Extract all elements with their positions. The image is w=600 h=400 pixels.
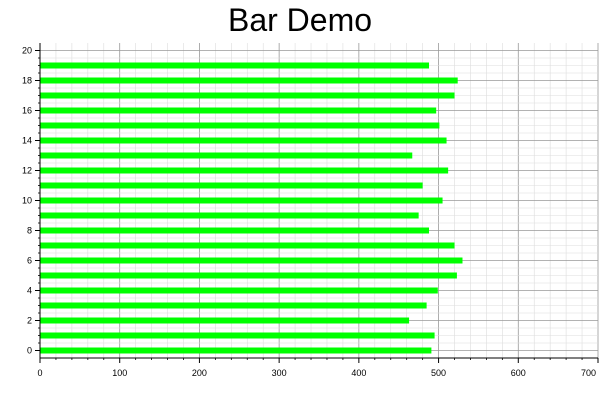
bar	[40, 227, 430, 234]
bar	[40, 92, 455, 99]
y-tick-label: 18	[22, 76, 32, 86]
y-tick-label: 4	[27, 286, 32, 296]
chart-title: Bar Demo	[227, 2, 373, 38]
y-tick-label: 2	[27, 316, 32, 326]
bar	[40, 62, 430, 69]
x-tick-label: 0	[37, 368, 42, 378]
bar	[40, 77, 458, 84]
bar	[40, 182, 423, 189]
bar	[40, 302, 427, 309]
bar	[40, 122, 440, 129]
bar	[40, 332, 435, 339]
x-tick-label: 300	[272, 368, 287, 378]
y-tick-label: 12	[22, 166, 32, 176]
x-tick-label: 500	[431, 368, 446, 378]
bar	[40, 167, 449, 174]
y-tick-label: 10	[22, 196, 32, 206]
y-tick-label: 20	[22, 46, 32, 56]
x-tick-label: 200	[192, 368, 207, 378]
bar	[40, 257, 463, 264]
x-tick-label: 700	[581, 368, 596, 378]
bar	[40, 347, 432, 354]
y-tick-label: 14	[22, 136, 32, 146]
y-tick-label: 8	[27, 226, 32, 236]
x-tick-label: 600	[511, 368, 526, 378]
tick-labels: 0 100 200 300 400 500 600 700 0 2 4 6 8 10 12 14 16 18 20	[22, 46, 596, 379]
bars	[40, 62, 463, 354]
bar	[40, 197, 443, 204]
bar	[40, 272, 457, 279]
bar	[40, 287, 438, 294]
x-tick-label: 100	[112, 368, 127, 378]
axes	[35, 43, 599, 363]
y-tick-label: 16	[22, 106, 32, 116]
bar	[40, 107, 437, 114]
bar	[40, 212, 419, 219]
bar	[40, 242, 455, 249]
bar	[40, 152, 413, 159]
bar	[40, 137, 447, 144]
y-tick-label: 0	[27, 346, 32, 356]
bar	[40, 317, 410, 324]
y-tick-label: 6	[27, 256, 32, 266]
x-tick-label: 400	[351, 368, 366, 378]
